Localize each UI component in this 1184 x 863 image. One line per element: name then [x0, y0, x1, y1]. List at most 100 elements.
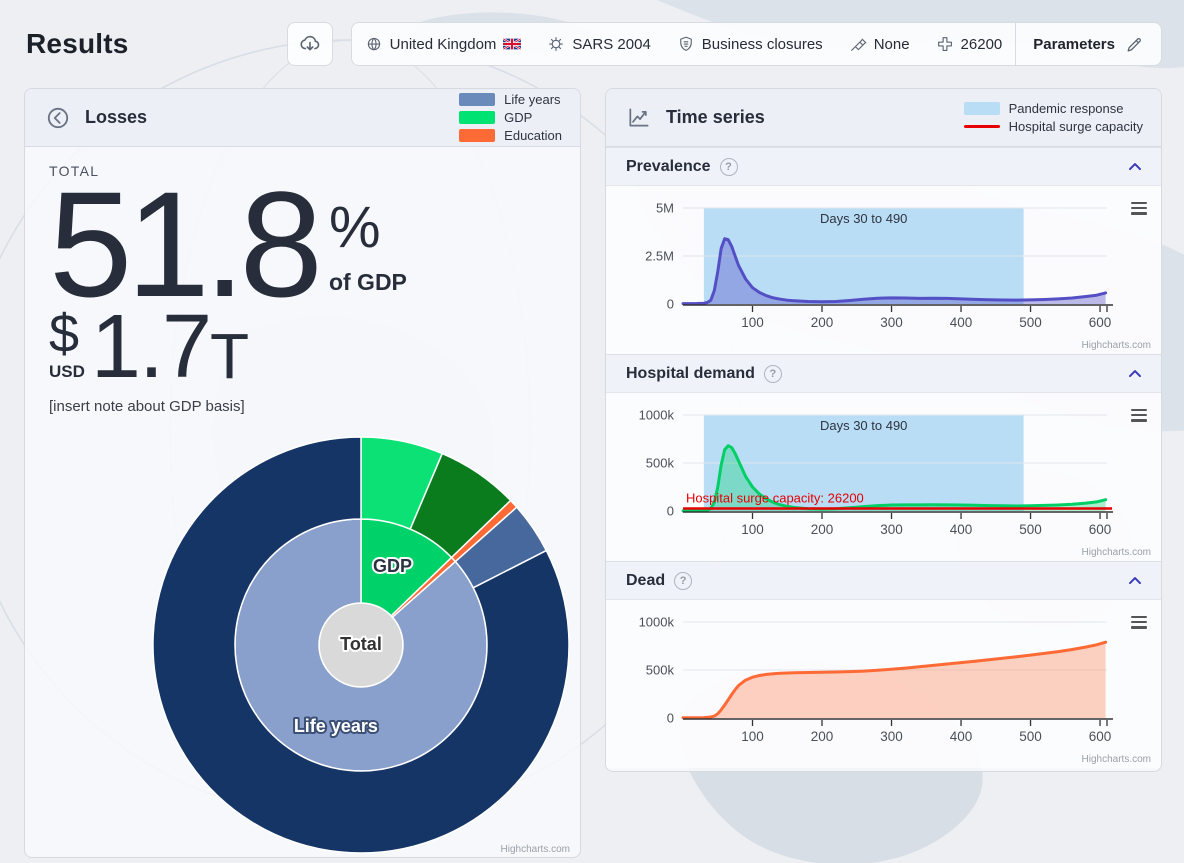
legend-item-surge-capacity[interactable]: Hospital surge capacity: [963, 119, 1143, 134]
globe-icon: [365, 35, 383, 53]
svg-text:600: 600: [1089, 315, 1112, 330]
losses-panel-header: Losses Life years GDP Education: [25, 89, 580, 147]
cloud-download-icon: [298, 32, 322, 56]
toolbar-response-label: Business closures: [701, 35, 823, 53]
dead-section: Dead ? Highcharts.com 0 500k 1000k 100 200 30…: [606, 561, 1161, 768]
svg-text:500k: 500k: [646, 456, 675, 471]
svg-text:500: 500: [1019, 315, 1042, 330]
help-icon[interactable]: ?: [674, 571, 693, 590]
svg-text:200: 200: [811, 729, 834, 744]
svg-text:500k: 500k: [646, 663, 675, 678]
svg-text:Hospital surge capacity: 26200: Hospital surge capacity: 26200: [686, 490, 864, 505]
losses-title: Losses: [85, 107, 148, 127]
hospital-demand-section: Hospital demand ? Highcharts.com Days 30…: [606, 354, 1161, 561]
chevron-up-icon[interactable]: [1125, 571, 1145, 591]
prevalence-section: Prevalence ? Highcharts.com Days 30 to 4…: [606, 147, 1161, 354]
page-title: Results: [26, 28, 129, 59]
parameters-button[interactable]: Parameters: [1015, 23, 1161, 65]
total-label: TOTAL: [49, 163, 100, 179]
chart-menu-icon[interactable]: [1131, 202, 1147, 218]
svg-text:200: 200: [811, 522, 834, 537]
parameter-summary-bar: United Kingdom SARS 2004: [350, 22, 1162, 66]
toolbar-country-label: United Kingdom: [389, 35, 497, 53]
prevalence-chart[interactable]: Highcharts.com Days 30 to 490 0 2.5M 5M 100 2…: [606, 185, 1161, 354]
surge-capacity-line-swatch: [963, 125, 1000, 128]
svg-text:300: 300: [880, 729, 903, 744]
highcharts-credit[interactable]: Highcharts.com: [1081, 547, 1151, 558]
percent-sign: %: [328, 195, 381, 260]
pencil-icon: [1125, 35, 1144, 54]
uk-flag-icon: [503, 38, 522, 50]
dead-title: Dead: [626, 571, 666, 589]
svg-text:300: 300: [880, 522, 903, 537]
svg-text:500: 500: [1019, 522, 1042, 537]
legend-item-gdp[interactable]: GDP: [459, 110, 562, 125]
chart-menu-icon[interactable]: [1131, 616, 1147, 632]
amount-suffix: T: [210, 319, 250, 392]
toolbar-item-hospital-capacity[interactable]: 26200: [923, 23, 1016, 65]
svg-text:300: 300: [880, 315, 903, 330]
line-chart-icon: [626, 105, 652, 131]
highcharts-credit[interactable]: Highcharts.com: [500, 844, 570, 855]
toolbar-vaccine-label: None: [873, 35, 910, 53]
svg-text:Total: Total: [340, 634, 382, 654]
life-years-swatch: [459, 93, 496, 106]
legend-item-pandemic-response[interactable]: Pandemic response: [963, 101, 1143, 116]
chevron-up-icon[interactable]: [1125, 364, 1145, 384]
dead-chart[interactable]: Highcharts.com 0 500k 1000k 100 200 300 400 500…: [606, 599, 1161, 768]
svg-text:0: 0: [667, 504, 674, 519]
svg-text:Life years: Life years: [294, 716, 378, 736]
hospital-demand-section-header[interactable]: Hospital demand ?: [606, 355, 1161, 392]
pie-chart-icon: [45, 105, 71, 131]
svg-text:Days 30 to 490: Days 30 to 490: [820, 418, 907, 433]
legend-item-education[interactable]: Education: [459, 128, 562, 143]
losses-legend: Life years GDP Education: [459, 89, 562, 147]
svg-text:500: 500: [1019, 729, 1042, 744]
svg-text:600: 600: [1089, 522, 1112, 537]
losses-sunburst-chart[interactable]: Total GDP Life years: [26, 433, 580, 857]
chart-menu-icon[interactable]: [1131, 409, 1147, 425]
svg-text:2.5M: 2.5M: [645, 249, 674, 264]
total-amount-value: 1.7: [90, 297, 212, 398]
legend-item-life-years[interactable]: Life years: [459, 92, 562, 107]
highcharts-credit[interactable]: Highcharts.com: [1081, 340, 1151, 351]
toolbar-item-pathogen[interactable]: SARS 2004: [534, 23, 663, 65]
svg-text:GDP: GDP: [373, 556, 412, 576]
toolbar-item-country[interactable]: United Kingdom: [352, 23, 535, 65]
svg-text:400: 400: [950, 315, 973, 330]
svg-text:1000k: 1000k: [639, 615, 675, 630]
dead-section-header[interactable]: Dead ?: [606, 562, 1161, 599]
download-button[interactable]: [286, 22, 333, 66]
svg-text:600: 600: [1089, 729, 1112, 744]
svg-text:100: 100: [741, 522, 764, 537]
top-header: Results United Kingdom: [0, 0, 1184, 88]
of-gdp-label: of GDP: [328, 269, 407, 295]
losses-panel: Losses Life years GDP Education TOTAL 51…: [24, 88, 581, 858]
prevalence-title: Prevalence: [626, 157, 711, 175]
pandemic-response-swatch: [963, 102, 1000, 115]
svg-text:100: 100: [741, 315, 764, 330]
virus-icon: [547, 35, 565, 53]
toolbar-item-response[interactable]: Business closures: [664, 23, 836, 65]
svg-text:Days 30 to 490: Days 30 to 490: [820, 211, 907, 226]
svg-text:5M: 5M: [656, 201, 674, 216]
losses-body: TOTAL 51.8 % of GDP $ USD 1.7 T [insert …: [25, 147, 580, 857]
toolbar-capacity-label: 26200: [960, 35, 1003, 53]
help-icon[interactable]: ?: [719, 157, 738, 176]
svg-text:0: 0: [667, 297, 674, 312]
medical-cross-icon: [936, 35, 954, 53]
highcharts-credit[interactable]: Highcharts.com: [1081, 754, 1151, 765]
gdp-swatch: [459, 111, 496, 124]
parameters-label: Parameters: [1033, 35, 1115, 53]
chevron-up-icon[interactable]: [1125, 157, 1145, 177]
time-series-panel-header: Time series Pandemic response Hospital s…: [606, 89, 1161, 147]
total-percent-value: 51.8: [49, 160, 323, 328]
toolbar-item-vaccine[interactable]: None: [836, 23, 923, 65]
prevalence-section-header[interactable]: Prevalence ?: [606, 148, 1161, 185]
help-icon[interactable]: ?: [763, 364, 782, 383]
hospital-demand-chart[interactable]: Highcharts.com Days 30 to 490 0 500k 1000k H…: [606, 392, 1161, 561]
svg-text:400: 400: [950, 729, 973, 744]
svg-text:200: 200: [811, 315, 834, 330]
total-amount-row: $ USD 1.7 T: [49, 297, 560, 398]
currency-symbol: $: [49, 304, 80, 364]
